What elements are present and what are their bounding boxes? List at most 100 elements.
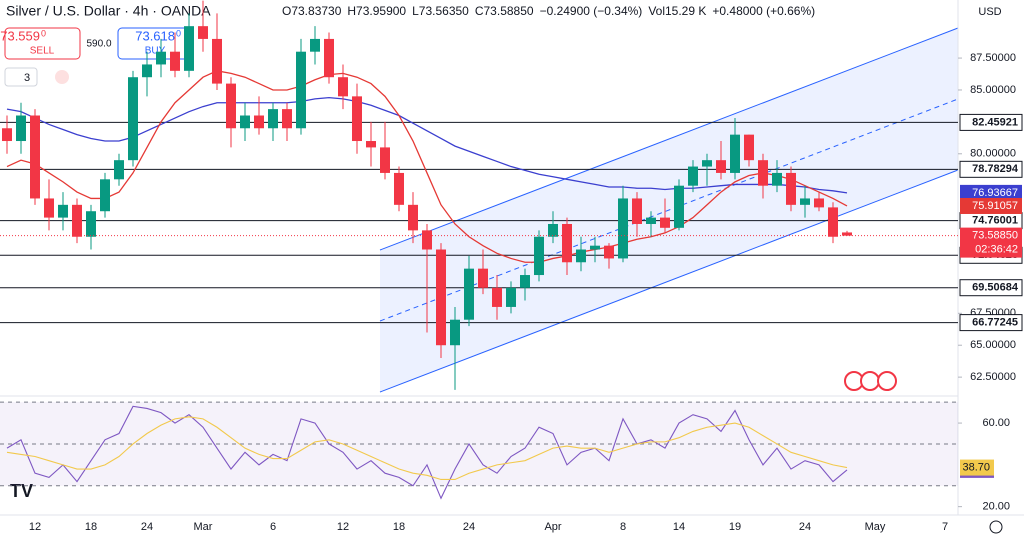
candle-body: [100, 179, 110, 212]
rsi-band: [0, 402, 958, 486]
candle-body: [772, 172, 782, 186]
candle-body: [30, 115, 40, 199]
x-tick-label: 12: [337, 521, 349, 533]
level-label-box: [959, 279, 1023, 297]
x-tick-label: Apr: [544, 521, 561, 533]
level-label: 74.76001: [972, 215, 1018, 227]
event-flag[interactable]: [860, 371, 880, 391]
x-tick-label: 7: [942, 521, 948, 533]
candle-body: [268, 109, 278, 129]
candle-body: [324, 38, 334, 78]
candle-body: [114, 160, 124, 180]
sell-button[interactable]: [4, 27, 81, 60]
ohlc-item: Vol15.29 K: [648, 4, 706, 18]
y-tick-label: 62.50000: [970, 371, 1016, 383]
candle-body: [254, 115, 264, 129]
ohlc-item: +0.48000 (+0.66%): [712, 4, 815, 18]
candle-body: [520, 275, 530, 288]
candle-body: [660, 217, 670, 228]
candle-body: [646, 217, 656, 224]
level-label-box: [959, 314, 1023, 332]
ohlc-item: H73.95900: [347, 4, 406, 18]
x-tick-label: 14: [673, 521, 685, 533]
candle-body: [688, 166, 698, 186]
candle-body: [184, 26, 194, 71]
x-tick-label: 18: [85, 521, 97, 533]
rsi-label: 38.70: [962, 461, 990, 473]
event-flag[interactable]: [877, 371, 897, 391]
candle-body: [716, 160, 726, 173]
x-tick-label: 24: [141, 521, 153, 533]
candle-body: [674, 185, 684, 228]
candle-body: [394, 172, 404, 205]
candle-body: [44, 198, 54, 218]
y-tick-label: 65.00000: [970, 339, 1016, 351]
x-tick-label: 19: [729, 521, 741, 533]
rsi-line: [6, 405, 848, 500]
buy-sup: 0: [176, 28, 181, 38]
candle-body: [352, 96, 362, 142]
ohlc-item: O73.83730: [282, 4, 342, 18]
candle-body: [702, 160, 712, 167]
channel-upper: [379, 27, 959, 251]
candle-body: [604, 245, 614, 259]
y-tick-label: 85.00000: [970, 84, 1016, 96]
ma-label-box: [960, 197, 1022, 214]
candle-body: [562, 223, 572, 263]
ohlc-item: C73.58850: [475, 4, 534, 18]
settings-icon[interactable]: [989, 520, 1003, 534]
candle-body: [744, 134, 754, 161]
candle-body: [142, 64, 152, 78]
level-label-box: [959, 113, 1023, 131]
buy-price: 73.618: [135, 28, 175, 43]
moving-average: [6, 70, 848, 263]
x-tick-label: 8: [620, 521, 626, 533]
level-label: 69.50684: [972, 282, 1019, 294]
level-label: 82.45921: [972, 116, 1018, 128]
candle-body: [58, 204, 68, 218]
candle-body: [576, 249, 586, 263]
ma-label-box: [960, 184, 1022, 201]
candle-body: [422, 230, 432, 250]
candle-body: [338, 77, 348, 97]
rsi-ma: [6, 416, 848, 481]
candle-body: [310, 38, 320, 52]
ohlc-item: −0.24900 (−0.34%): [540, 4, 643, 18]
candle-body: [464, 268, 474, 320]
candle-body: [478, 268, 488, 288]
alert-icon[interactable]: [55, 70, 69, 84]
symbol: Silver / U.S. Dollar · 4h · OANDA: [6, 3, 211, 19]
candle-body: [16, 115, 26, 142]
candle-body: [212, 38, 222, 84]
last-price-label: 73.58850: [972, 230, 1018, 242]
candle-body: [72, 204, 82, 237]
rsi-tick-label: 60.00: [982, 417, 1010, 429]
candle-body: [534, 236, 544, 276]
channel-mid: [379, 98, 959, 322]
x-tick-label: Mar: [194, 521, 213, 533]
candle-body: [492, 287, 502, 307]
sell-sup: 0: [41, 28, 46, 38]
indicators-toggle[interactable]: [4, 67, 38, 87]
candle-body: [814, 198, 824, 208]
countdown: 02:36:42: [975, 244, 1018, 256]
candle-body: [590, 245, 600, 250]
ohlc-legend: O73.83730 H73.95900 L73.56350 C73.58850 −0.2…: [282, 4, 815, 18]
channel-lower: [379, 169, 959, 393]
ohlc-item: L73.56350: [412, 4, 469, 18]
candle-body: [380, 147, 390, 173]
candle-body: [842, 232, 852, 236]
candle-body: [170, 51, 180, 71]
x-tick-label: May: [865, 521, 886, 533]
candle-body: [366, 141, 376, 148]
x-tick-label: 24: [463, 521, 475, 533]
x-tick-label: 24: [799, 521, 811, 533]
currency[interactable]: USD: [978, 6, 1001, 18]
indicators-count: 3: [24, 72, 30, 84]
spread: 590.0: [86, 39, 111, 50]
moving-average: [6, 96, 848, 194]
candle-body: [800, 198, 810, 205]
candle-body: [282, 109, 292, 129]
